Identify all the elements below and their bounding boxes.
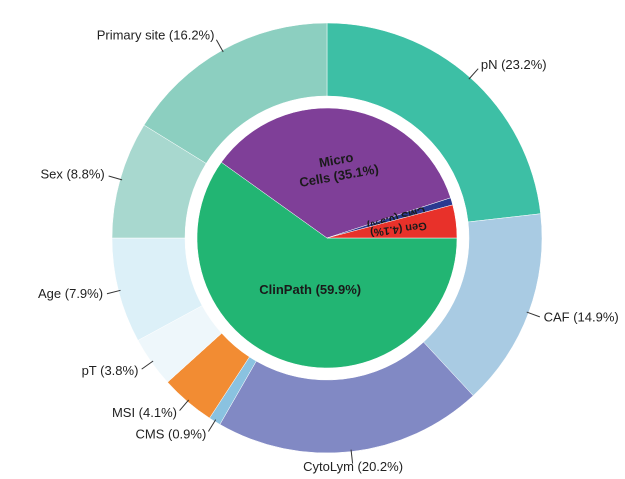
leader-line (526, 311, 541, 318)
outer-segment (143, 22, 328, 164)
leader-line (215, 39, 224, 53)
inner-segment (221, 107, 451, 239)
outer-label: CytoLym (20.2%) (303, 459, 403, 474)
outer-label: MSI (4.1%) (112, 405, 177, 420)
leader-line (179, 399, 190, 411)
outer-label: Primary site (16.2%) (97, 28, 215, 43)
leader-line (468, 68, 479, 80)
leader-line (207, 419, 217, 432)
leader-line (141, 360, 154, 370)
inner-segment (196, 161, 458, 369)
outer-segment (326, 22, 541, 223)
outer-segment (219, 341, 474, 454)
outer-label: pT (3.8%) (82, 363, 139, 378)
outer-label: CAF (14.9%) (544, 310, 619, 325)
leader-line (106, 289, 121, 295)
outer-label: Age (7.9%) (38, 286, 103, 301)
inner-segment (326, 204, 458, 239)
inner-label: Micro (318, 149, 355, 170)
leader-line (350, 449, 354, 464)
outer-label: pN (23.2%) (481, 57, 547, 72)
outer-label: Sex (8.8%) (40, 166, 104, 181)
outer-label: CMS (0.9%) (136, 426, 207, 441)
inner-label: ClinPath (59.9%) (259, 282, 361, 297)
leader-line (108, 175, 123, 181)
